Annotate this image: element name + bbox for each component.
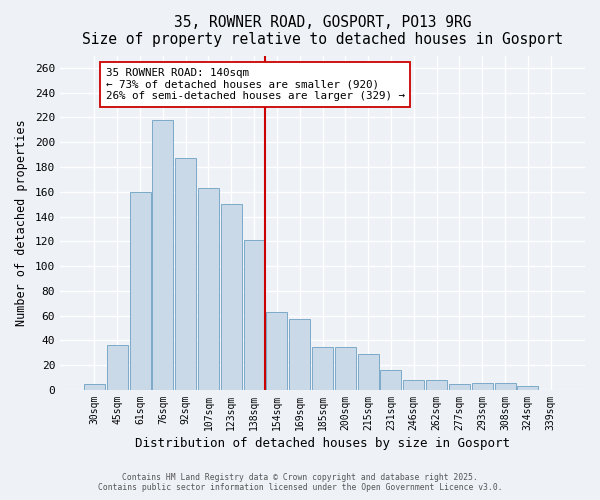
- Bar: [266, 312, 287, 390]
- Bar: [335, 346, 356, 390]
- Text: Contains HM Land Registry data © Crown copyright and database right 2025.
Contai: Contains HM Land Registry data © Crown c…: [98, 473, 502, 492]
- Bar: [152, 120, 173, 390]
- Bar: [426, 380, 447, 390]
- Text: 35 ROWNER ROAD: 140sqm
← 73% of detached houses are smaller (920)
26% of semi-de: 35 ROWNER ROAD: 140sqm ← 73% of detached…: [106, 68, 405, 101]
- Bar: [289, 320, 310, 390]
- X-axis label: Distribution of detached houses by size in Gosport: Distribution of detached houses by size …: [135, 437, 510, 450]
- Y-axis label: Number of detached properties: Number of detached properties: [15, 120, 28, 326]
- Bar: [107, 346, 128, 390]
- Bar: [244, 240, 265, 390]
- Bar: [221, 204, 242, 390]
- Bar: [358, 354, 379, 390]
- Bar: [472, 382, 493, 390]
- Title: 35, ROWNER ROAD, GOSPORT, PO13 9RG
Size of property relative to detached houses : 35, ROWNER ROAD, GOSPORT, PO13 9RG Size …: [82, 15, 563, 48]
- Bar: [84, 384, 105, 390]
- Bar: [380, 370, 401, 390]
- Bar: [403, 380, 424, 390]
- Bar: [198, 188, 219, 390]
- Bar: [312, 346, 333, 390]
- Bar: [494, 382, 515, 390]
- Bar: [517, 386, 538, 390]
- Bar: [130, 192, 151, 390]
- Bar: [449, 384, 470, 390]
- Bar: [175, 158, 196, 390]
